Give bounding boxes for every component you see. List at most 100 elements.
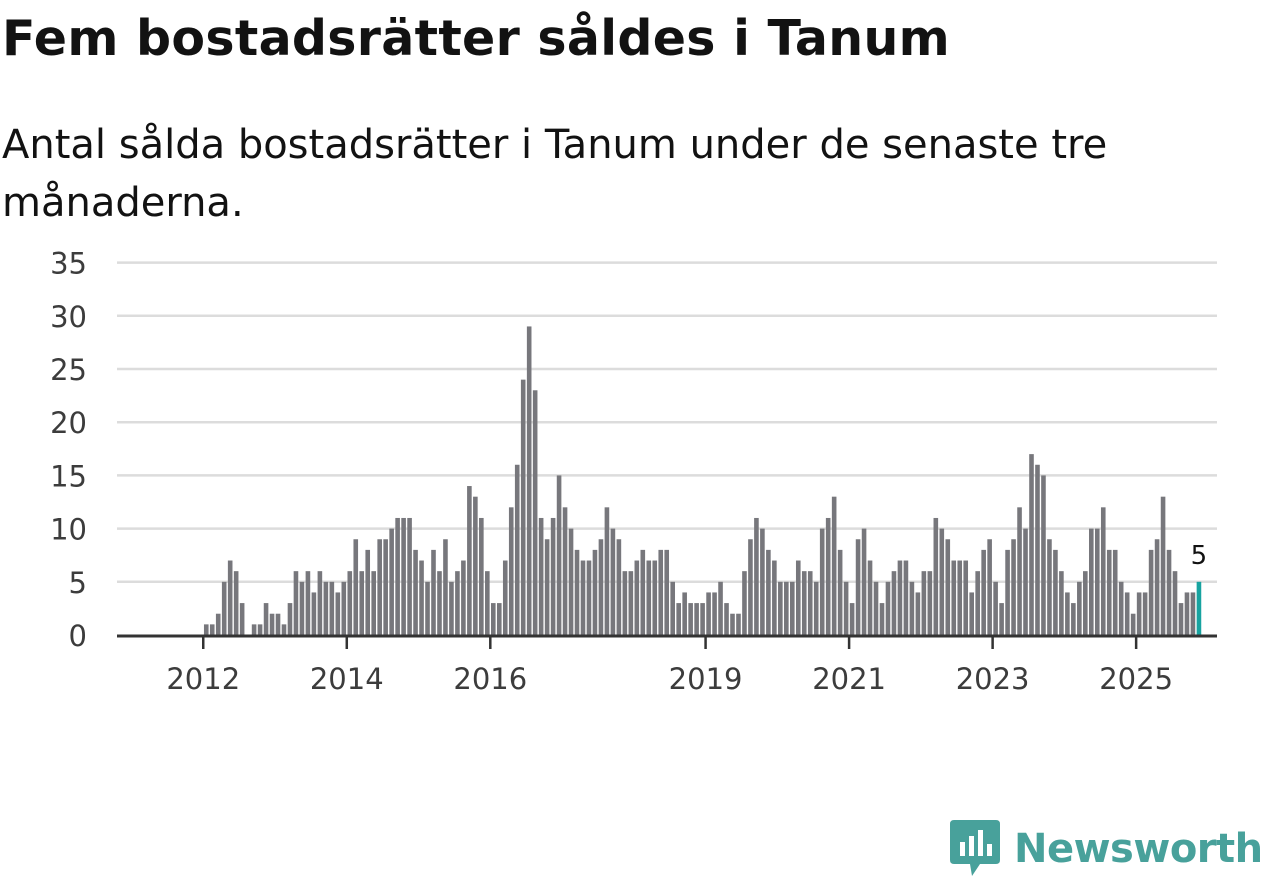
bar (855, 539, 861, 635)
bar (419, 560, 424, 635)
bar (873, 581, 879, 635)
bar (425, 581, 430, 635)
bar (1118, 581, 1124, 635)
bar (849, 603, 855, 635)
grid-lines (117, 261, 1217, 584)
bar (544, 539, 550, 635)
bar (622, 571, 628, 635)
bar (795, 560, 801, 635)
bar (969, 592, 974, 635)
bar (664, 549, 670, 635)
bar (1035, 464, 1040, 635)
bar (461, 560, 466, 635)
bar (646, 560, 652, 635)
bar (616, 539, 622, 635)
bar (670, 581, 675, 635)
bar (1047, 539, 1052, 635)
bar (520, 379, 526, 635)
x-axis-ticks: 2012 2014 2016 2019 2021 2023 2025 (166, 636, 1173, 696)
y-tick-label: 10 (50, 513, 87, 547)
bar (957, 560, 963, 635)
bar (389, 528, 394, 635)
bar (897, 560, 903, 635)
bar (1059, 571, 1064, 635)
bar (491, 603, 496, 635)
bar (784, 581, 789, 635)
bar (1130, 613, 1136, 635)
bar (640, 549, 646, 635)
bar (766, 549, 771, 635)
bar (257, 624, 263, 635)
bar (431, 549, 436, 635)
bar (951, 560, 957, 635)
bar (365, 549, 371, 635)
bar (688, 603, 693, 635)
x-tick-label: 2014 (310, 662, 384, 696)
bar (227, 560, 233, 635)
bar (1029, 454, 1034, 635)
bar (514, 464, 520, 635)
brand-name: Newsworthy (1014, 826, 1262, 872)
bar (550, 517, 556, 635)
bar (1160, 496, 1166, 635)
x-tick-label: 2021 (812, 662, 886, 696)
bar (921, 571, 927, 635)
bar (485, 571, 490, 635)
bar (335, 592, 341, 635)
y-tick-label: 30 (50, 300, 87, 334)
bar (347, 571, 353, 635)
bar (1142, 592, 1148, 635)
bar (562, 507, 568, 635)
bar (724, 603, 729, 635)
y-tick-label: 20 (50, 406, 87, 440)
bar (999, 603, 1004, 635)
bar (945, 539, 951, 635)
bar (215, 613, 221, 635)
bar (1083, 571, 1088, 635)
chart-subtitle: Antal sålda bostadsrätter i Tanum under … (2, 122, 1108, 226)
bar (819, 528, 825, 635)
bar (574, 549, 580, 635)
bar (1124, 592, 1130, 635)
bar (275, 613, 281, 635)
bar (1178, 603, 1184, 635)
bar (1071, 603, 1076, 635)
bar (580, 560, 586, 635)
bar (742, 571, 747, 635)
bar (682, 592, 687, 635)
bar (263, 603, 269, 635)
y-axis-ticks: 0 5 10 15 20 25 30 35 (50, 247, 87, 653)
bar (598, 539, 604, 635)
bar (825, 517, 831, 635)
bar (329, 581, 335, 635)
bar (359, 571, 365, 635)
bar (1112, 549, 1118, 635)
bar (305, 571, 311, 635)
bar (371, 571, 376, 635)
bar (586, 560, 592, 635)
bar (287, 603, 293, 635)
y-tick-label: 15 (50, 459, 87, 493)
bar (251, 624, 257, 635)
bar (311, 592, 317, 635)
bar (807, 571, 813, 635)
bar (341, 581, 347, 635)
bar (736, 613, 741, 635)
bar (532, 390, 538, 635)
bar (1106, 549, 1112, 635)
highlight-value-label: 5 (1191, 541, 1208, 571)
bar (879, 603, 885, 635)
newsworthy-logo: Newsworthy (950, 820, 1262, 878)
bar (975, 571, 980, 635)
bar (760, 528, 765, 635)
bar (790, 581, 795, 635)
x-tick-label: 2023 (956, 662, 1030, 696)
bar (754, 517, 759, 635)
bar (293, 571, 299, 635)
bar (1172, 571, 1178, 635)
bar (317, 571, 323, 635)
bar (1011, 539, 1016, 635)
bar (1005, 549, 1010, 635)
y-tick-label: 0 (69, 619, 87, 653)
bar (413, 549, 418, 635)
